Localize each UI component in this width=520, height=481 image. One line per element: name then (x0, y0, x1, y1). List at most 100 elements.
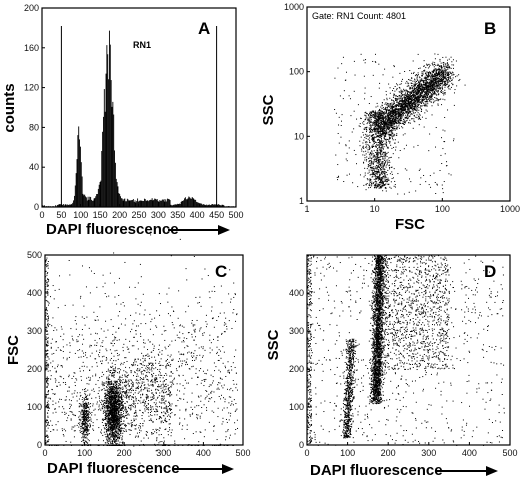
scatter-point (375, 178, 377, 180)
scatter-point (425, 67, 427, 69)
scatter-point (378, 114, 380, 116)
scatter-point (396, 108, 398, 110)
scatter-point (396, 127, 398, 129)
scatter-point (368, 135, 370, 137)
scatter-point (440, 79, 442, 81)
scatter-point (429, 97, 431, 99)
scatter-point (364, 157, 366, 159)
ytick-label: 1 (299, 196, 304, 206)
scatter-point (393, 114, 395, 116)
scatter-point (421, 78, 423, 80)
scatter-point (426, 83, 428, 85)
scatter-point (370, 135, 372, 137)
scatter-point (431, 97, 433, 99)
scatter-point (123, 416, 125, 418)
scatter-point (395, 118, 397, 120)
scatter-point (426, 84, 428, 86)
scatter-point (390, 102, 392, 104)
scatter-point (379, 149, 381, 151)
scatter-point (111, 409, 113, 411)
scatter-point (404, 104, 406, 106)
scatter-point (370, 129, 372, 131)
scatter-point (426, 78, 428, 80)
scatter-point (429, 86, 431, 88)
scatter-point (447, 79, 449, 81)
scatter-point (416, 80, 418, 82)
scatter-point (117, 406, 119, 408)
scatter-point (439, 74, 441, 76)
scatter-point (399, 95, 401, 97)
scatter-point (385, 130, 387, 132)
scatter-point (402, 105, 404, 107)
scatter-point (371, 112, 373, 114)
scatter-point (376, 167, 378, 169)
scatter-point (380, 177, 382, 179)
scatter-point (415, 105, 417, 107)
scatter-point (377, 144, 379, 146)
scatter-point (381, 177, 383, 179)
scatter-point (425, 84, 427, 86)
scatter-point (375, 170, 377, 172)
scatter-point (384, 165, 386, 167)
scatter-point (429, 133, 431, 135)
scatter-point (421, 99, 423, 101)
scatter-point (388, 120, 390, 122)
scatter-point (403, 120, 405, 122)
scatter-point (384, 68, 386, 70)
scatter-point (385, 102, 387, 104)
scatter-point (434, 58, 436, 60)
scatter-point (378, 63, 380, 65)
scatter-point (380, 149, 382, 151)
scatter-point (377, 122, 379, 124)
scatter-point (390, 125, 392, 127)
scatter-point (416, 76, 418, 78)
scatter-point (399, 114, 401, 116)
scatter-point (413, 84, 415, 86)
scatter-point (421, 92, 423, 94)
scatter-point (414, 112, 416, 114)
scatter-point (379, 113, 381, 115)
scatter-point (379, 131, 381, 133)
scatter-point (440, 80, 442, 82)
scatter-point (437, 75, 439, 77)
scatter-point (342, 98, 344, 100)
scatter-point (419, 102, 421, 104)
scatter-point (418, 116, 420, 118)
scatter-point (409, 94, 411, 96)
scatter-point (403, 109, 405, 111)
scatter-point (380, 144, 382, 146)
scatter-point (409, 105, 411, 107)
scatter-point (427, 64, 429, 66)
scatter-point (111, 402, 113, 404)
scatter-point (381, 168, 383, 170)
scatter-point (400, 114, 402, 116)
scatter-point (105, 392, 107, 394)
scatter-point (383, 159, 385, 161)
scatter-point (420, 85, 422, 87)
scatter-point (408, 82, 410, 84)
scatter-point (105, 431, 107, 433)
scatter-point (429, 88, 431, 90)
scatter-point (375, 125, 377, 127)
scatter-point (399, 110, 401, 112)
panel-b-xticks: 1 10 100 1000 (304, 198, 520, 214)
scatter-point (401, 117, 403, 119)
scatter-point (377, 113, 379, 115)
scatter-point (120, 369, 122, 371)
scatter-point (369, 180, 371, 182)
scatter-point (391, 132, 393, 134)
scatter-point (415, 96, 417, 98)
scatter-point (130, 404, 132, 406)
scatter-point (403, 106, 405, 108)
scatter-point (384, 113, 386, 115)
scatter-point (409, 88, 411, 90)
scatter-point (451, 71, 453, 73)
scatter-point (369, 120, 371, 122)
scatter-point (372, 153, 374, 155)
scatter-point (381, 128, 383, 130)
scatter-point (433, 75, 435, 77)
scatter-point (380, 119, 382, 121)
scatter-point (335, 112, 337, 114)
scatter-point (383, 168, 385, 170)
scatter-point (396, 134, 398, 136)
